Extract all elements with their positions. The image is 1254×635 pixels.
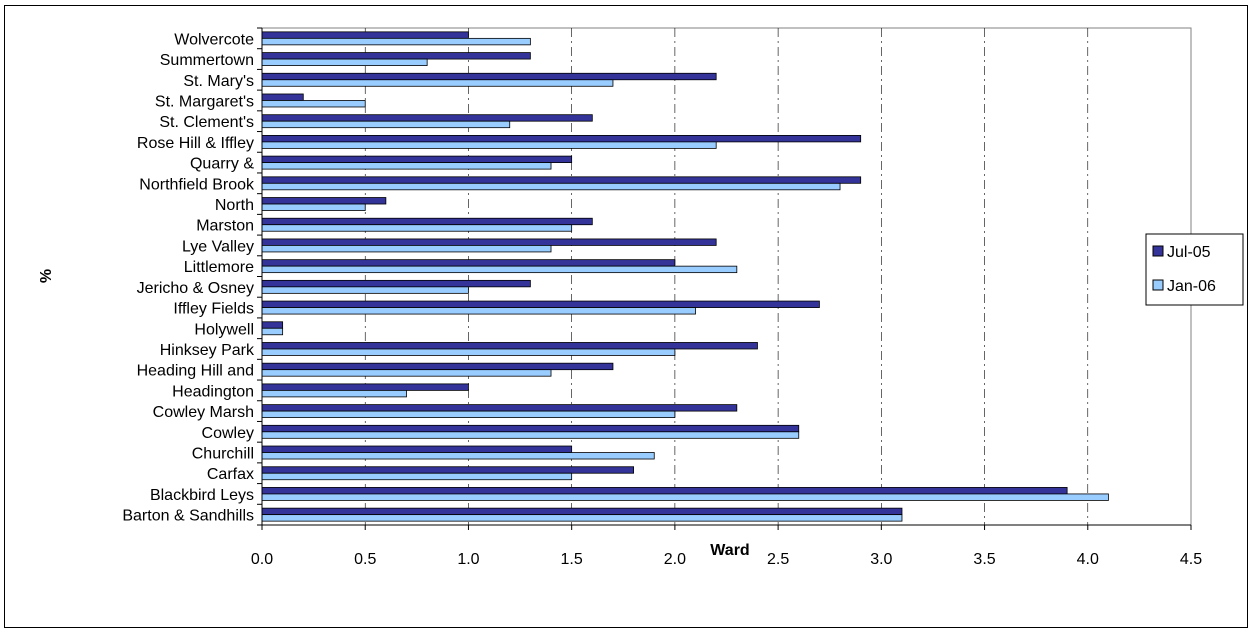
bar-jan-06-hinksey-park [261,348,676,356]
x-tick-label: 4.5 [1180,551,1202,568]
legend: Jul-05 Jan-06 [1145,233,1244,306]
bar-jul-05-iffley-fields [261,300,820,308]
bar-jan-06-cowley-marsh [261,410,676,419]
bar-jan-06-cowley [261,431,800,439]
bar-jul-05-northfield-brook [261,176,862,184]
plot-area [261,27,1192,526]
x-tick-labels: 0.0 0.5 1.0 1.5 2.0 2.5 3.0 3.5 4.0 4.5 [251,551,1202,568]
category-label-summertown: Summertown [160,52,254,69]
legend-label-jul-05: Jul-05 [1167,244,1211,261]
bar-jul-05-north [261,197,387,205]
bar-jan-06-quarry [261,162,552,170]
x-tick-label: 4.0 [1077,551,1099,568]
category-label-st-mary-s: St. Mary's [183,73,254,90]
bar-jul-05-quarry [261,155,573,164]
category-label-blackbird-leys: Blackbird Leys [150,487,254,504]
category-label-holywell: Holywell [194,321,254,338]
bar-jul-05-st-mary-s [261,72,717,81]
category-label-cowley-marsh: Cowley Marsh [153,404,254,421]
category-label-jericho-osney: Jericho & Osney [137,280,254,297]
category-label-iffley-fields: Iffley Fields [173,301,254,318]
bar-jul-05-churchill [261,445,573,453]
bar-jan-06-carfax [261,472,573,481]
bar-jan-06-holywell [261,327,284,336]
x-axis-title: Ward [710,542,749,559]
category-label-barton-sandhills: Barton & Sandhills [122,508,254,525]
bar-jan-06-northfield-brook [261,182,841,191]
category-label-quarry: Quarry & [190,156,254,173]
category-label-wolvercote: Wolvercote [174,31,254,48]
bar-jan-06-headington [261,389,407,398]
legend-swatch-jul-05 [1152,245,1164,257]
bar-jul-05-jericho-osney [261,279,531,288]
bar-jul-05-cowley-marsh [261,404,738,412]
category-label-littlemore: Littlemore [184,259,254,276]
x-tick-label: 1.0 [457,551,479,568]
category-label-lye-valley: Lye Valley [182,238,254,255]
x-tick-label: 3.5 [973,551,995,568]
grid-lines [364,28,1089,525]
bar-jul-05-barton-sandhills [261,507,903,516]
category-label-northfield-brook: Northfield Brook [139,176,255,193]
category-labels: Wolvercote Summertown St. Mary's St. Margar… [122,31,255,524]
category-label-heading-hill-and: Heading Hill and [137,363,254,380]
category-label-headington: Headington [172,383,254,400]
bar-jul-05-lye-valley [261,238,717,246]
bar-jan-06-summertown [261,58,428,66]
bar-jan-06-barton-sandhills [261,514,903,522]
bar-jul-05-headington [261,383,469,391]
bar-jul-05-st-clement-s [261,114,593,122]
category-label-hinksey-park: Hinksey Park [160,342,255,359]
category-label-cowley: Cowley [202,425,254,442]
bar-jul-05-marston [261,217,593,226]
legend-swatch-jan-06 [1152,279,1164,291]
bar-jan-06-north [261,203,366,211]
axes [257,27,1192,530]
category-label-carfax: Carfax [207,466,254,483]
bar-jan-06-st-mary-s [261,79,614,87]
bar-jul-05-wolvercote [261,31,469,39]
bar-jul-05-st-margaret-s [261,93,304,101]
bar-jan-06-rose-hill-iffley [261,141,717,149]
bar-jul-05-hinksey-park [261,342,758,350]
bar-jan-06-heading-hill-and [261,369,552,377]
bar-jul-05-littlemore [261,259,676,267]
category-label-st-clement-s: St. Clement's [159,114,254,131]
bar-jul-05-carfax [261,466,635,474]
bar-jan-06-churchill [261,452,655,460]
category-label-rose-hill-iffley: Rose Hill & Iffley [137,135,254,152]
x-tick-label: 0.0 [251,551,273,568]
legend-label-jan-06: Jan-06 [1167,278,1216,295]
bar-jan-06-wolvercote [261,37,531,46]
category-label-churchill: Churchill [192,446,254,463]
category-label-north: North [215,197,254,214]
bar-jan-06-marston [261,224,573,232]
bar-jan-06-littlemore [261,265,738,274]
bar-jan-06-lye-valley [261,245,552,253]
bar-jul-05-summertown [261,52,531,60]
bar-jan-06-jericho-osney [261,286,469,294]
bar-jul-05-cowley [261,424,800,433]
x-tick-label: 3.0 [870,551,892,568]
category-label-st-margaret-s: St. Margaret's [155,93,254,110]
x-tick-label: 2.5 [767,551,789,568]
x-tick-label: 0.5 [354,551,376,568]
bar-jul-05-blackbird-leys [261,487,1068,495]
category-label-marston: Marston [196,218,254,235]
bar-jul-05-holywell [261,321,284,329]
bar-jan-06-st-clement-s [261,120,511,129]
y-axis-title: % [38,269,55,283]
bar-jul-05-rose-hill-iffley [261,134,862,143]
bar-jan-06-st-margaret-s [261,100,366,108]
x-tick-label: 1.5 [561,551,583,568]
x-tick-label: 2.0 [664,551,686,568]
bar-jan-06-blackbird-leys [261,493,1109,501]
bar-jan-06-iffley-fields [261,307,696,315]
bar-jul-05-heading-hill-and [261,362,614,371]
